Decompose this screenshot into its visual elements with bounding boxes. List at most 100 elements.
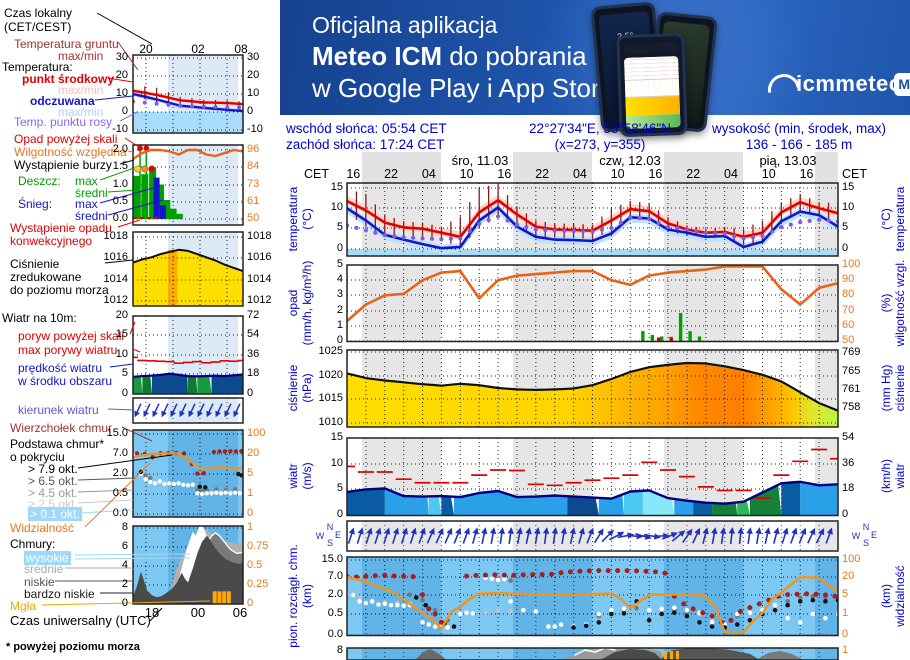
pressure-tick-right: 769 [842,346,861,358]
mini-tick-left: 1012 [103,294,128,306]
legend-callout-line [77,489,134,493]
legend-label: Wiatr na 10m: [2,311,77,325]
legend-label: Wierzchołek chmur [10,421,113,435]
sunset-info: zachód słońca: 17:24 CET [286,137,445,152]
legend-callout-line [132,348,141,353]
axis-unit-right: (km) [879,584,893,608]
mini-tick-left: 1.5 [112,160,128,172]
legend-label: Opad powyżej skali [14,132,118,146]
mini-tick-left: 0.5 [112,487,128,499]
icmmeteo-logo-text: icmmeteo [796,71,903,96]
legend-callout-line [129,321,136,335]
mini-tick-left: 8 [121,521,128,533]
legend-label: max [75,197,98,211]
temp-tick-right: 15 [842,181,855,193]
legend-callout-line [117,41,139,71]
mini-tick-left: -10 [112,123,128,135]
precip-tick-left: 2 [336,304,343,316]
legend-label: max [75,174,98,188]
mini-tick-left: 1014 [103,273,128,285]
wind-tick-left: 5 [336,482,343,494]
mini-tick-right: 18 [247,367,260,379]
mini-tick-left: 15.0 [106,427,128,439]
day-label: czw, 12.03 [599,153,661,168]
legend-callout-line [149,607,163,622]
mini-tick-left: 1018 [103,230,128,242]
temp-tick-left: 10 [330,201,343,213]
mini-tick-right: 96 [247,143,260,155]
legend-label: max porywy wiatru [18,343,118,357]
legend-label: Wystąpienie opadu [10,221,112,235]
svg-text:W: W [852,531,861,541]
mini-tick-right: 20 [247,69,260,81]
banner-line2-rest: do pobrania [442,41,587,71]
mini-tick-left: 30 [115,51,128,63]
mini-tick-left: 2 [121,578,128,590]
mini-axis-top-label: 08 [234,42,248,56]
sunrise-info: wschód słońca: 05:54 CET [286,121,447,136]
legend-callout-line [94,95,134,101]
mini-tick-left: 1.0 [112,178,128,190]
mini-tick-left: 1016 [103,251,128,263]
legend-label: Mgła [10,599,37,613]
legend-label: do poziomu morza [10,283,109,297]
legend-label: Ciśnienie [10,257,60,271]
precip-tick-left: 1 [336,319,343,331]
temp-tick-left: 5 [336,221,343,233]
mini-tick-right: 10 [247,87,260,99]
hour-tick-label: 22 [535,167,550,181]
legend-label: punkt środkowy [22,72,115,86]
mini-axis-top-label: 20 [139,42,153,56]
legend-label: Widzialność [10,521,75,535]
legend-callout-line [119,159,135,165]
legend-label: Wilgotność względna [14,145,127,159]
legend-callout-line [79,509,134,514]
day-label: pią, 13.03 [759,153,817,168]
okta-tick-left: 8 [336,644,343,656]
visibility-tick-right: 5 [842,588,849,600]
hour-tick-label: 04 [572,167,587,181]
mini-tick-left: 6 [121,540,128,552]
mini-tick-left: 2.0 [112,467,128,479]
legend-label: zredukowane [10,270,82,284]
mini-tick-left: 0 [121,597,128,609]
mini-tick-right: 100 [247,427,266,439]
legend-callout-line [107,189,138,193]
hour-tick-label: 10 [761,167,776,181]
wind-tick-right: 54 [842,431,855,443]
mini-tick-right: 61 [247,195,260,207]
wind-tick-right: 18 [842,482,855,494]
legend-label: konwekcyjnego [10,234,93,248]
mini-tick-right: 84 [247,160,260,172]
legend-label: max/min [58,105,104,119]
legend-callout-line [107,199,164,216]
legend-label: Śnieg: [18,197,53,211]
app-banner[interactable]: Oficjalna aplikacja Meteo ICM do pobrani… [280,0,910,138]
mini-tick-left: 4 [121,559,128,571]
mini-tick-right: 73 [247,178,260,190]
mini-tick-right: 1018 [247,230,272,242]
hour-tick-label: 16 [497,167,512,181]
legend-callout-line [41,600,211,606]
svg-text:S: S [327,538,333,548]
legend-label: > 4.5 okt. [28,486,78,500]
wind-tick-left: 0 [336,508,343,520]
banner-line2: Meteo ICM do pobrania [312,41,587,72]
mini-tick-right: 1 [247,487,254,499]
mini-tick-right: 72 [247,309,260,321]
mini-tick-left: 20 [115,69,128,81]
legend-label: o pokryciu [10,450,65,464]
wind-tick-right: 36 [842,457,855,469]
axis-title-right: widzialność [893,565,907,627]
svg-text:W: W [316,531,325,541]
precip-tick-left: 0 [336,334,343,346]
legend-label: średnie [24,562,64,576]
pressure-tick-left: 1020 [318,369,343,381]
mini-tick-right: -10 [247,123,263,135]
mini-tick-left: 10 [115,87,128,99]
legend-label: Temp. punktu rosy [14,115,113,129]
legend-label: niskie [24,575,55,589]
mini-axis-bottom-label: 00 [190,605,206,620]
